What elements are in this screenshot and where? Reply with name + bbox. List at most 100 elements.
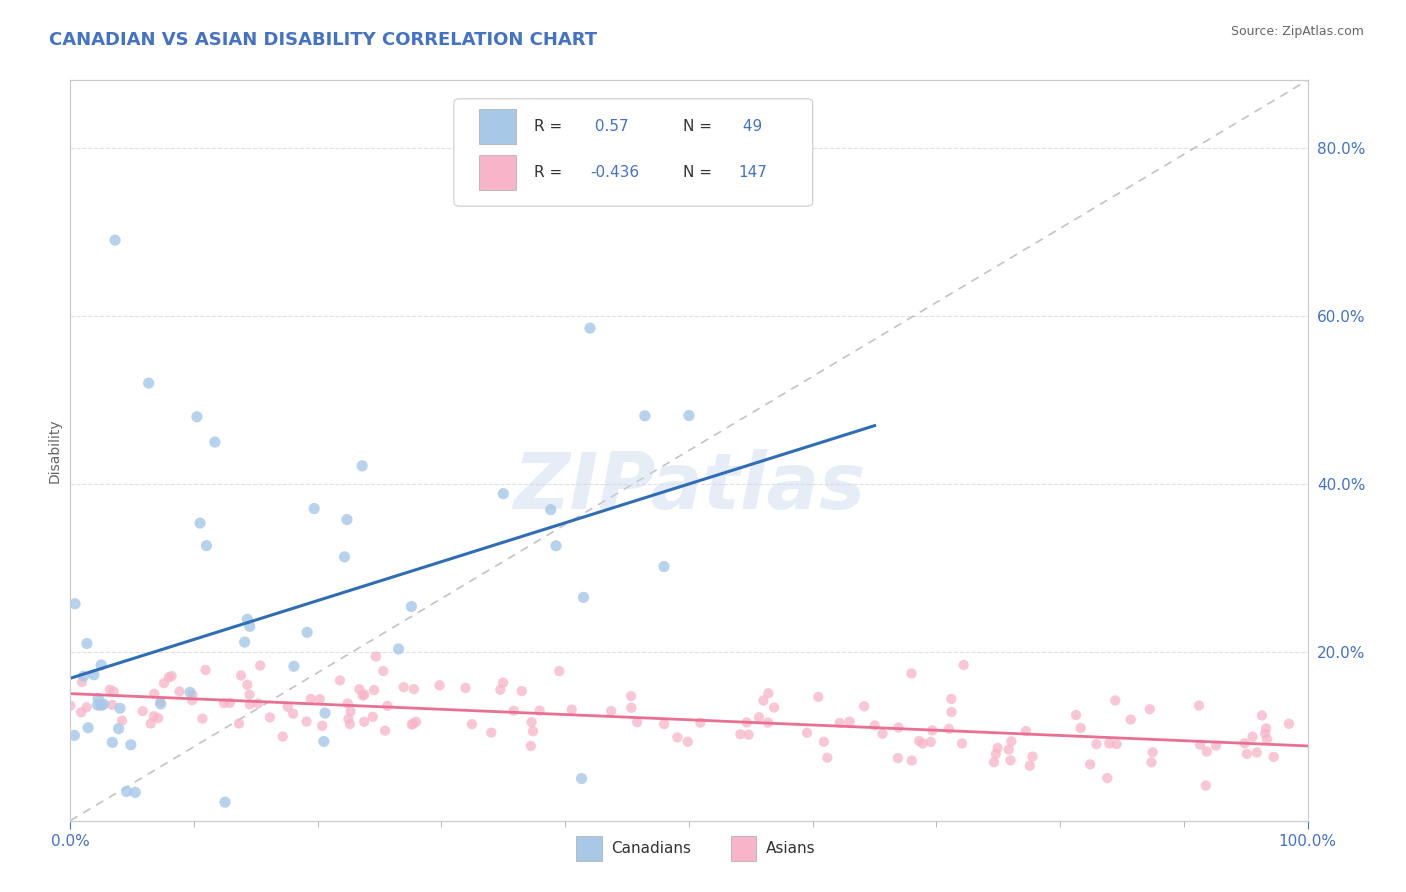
Point [1078,757,1101,772]
Point [153,676,176,690]
Text: 147: 147 [738,165,768,180]
Point [748,710,770,724]
Point [336,697,359,711]
Point [83,667,105,681]
Point [752,693,775,707]
Point [544,539,567,553]
Point [271,730,294,744]
FancyBboxPatch shape [454,99,813,206]
Point [763,700,786,714]
Point [756,715,779,730]
Point [429,678,451,692]
Point [402,716,425,731]
Point [103,684,125,698]
Point [387,642,409,657]
Point [401,599,423,614]
Point [111,714,134,728]
Point [492,675,515,690]
Point [987,740,1010,755]
Point [361,710,384,724]
Point [983,755,1005,769]
Point [131,704,153,718]
FancyBboxPatch shape [478,155,516,191]
Point [735,715,758,730]
Point [405,714,427,729]
Point [295,625,318,640]
Point [115,784,138,798]
Point [312,734,335,748]
Point [76,636,98,650]
Point [1104,693,1126,707]
Point [247,697,270,711]
Point [813,735,835,749]
Point [1256,732,1278,747]
Point [938,722,960,736]
Point [402,682,425,697]
Point [194,663,217,677]
Point [510,684,533,698]
Point [1195,745,1218,759]
Point [186,409,208,424]
Point [179,685,201,699]
Point [1119,713,1142,727]
Point [1278,716,1301,731]
Point [339,705,361,719]
Point [349,682,371,697]
Point [191,712,214,726]
Point [572,591,595,605]
Point [634,409,657,423]
Point [520,715,543,730]
Point [1098,737,1121,751]
Point [204,435,226,450]
Text: CANADIAN VS ASIAN DISABILITY CORRELATION CHART: CANADIAN VS ASIAN DISABILITY CORRELATION… [49,31,598,49]
Point [70,706,93,720]
Point [374,723,396,738]
Point [149,695,172,709]
Point [678,409,700,423]
Point [336,512,359,526]
Point [160,669,183,683]
Point [107,722,129,736]
Point [1142,745,1164,759]
Point [195,539,218,553]
Point [377,698,399,713]
Point [101,698,124,712]
Text: -0.436: -0.436 [591,165,640,180]
Point [952,658,974,673]
Point [188,516,211,530]
Point [1233,736,1256,750]
Point [76,700,98,714]
Point [299,691,322,706]
Point [86,698,108,712]
Text: Asians: Asians [766,841,815,855]
Point [887,721,910,735]
Point [1085,737,1108,751]
Text: R =: R = [534,165,562,180]
Point [984,747,1007,761]
Point [1018,758,1040,772]
Point [900,666,922,681]
Point [815,750,838,764]
Point [364,649,387,664]
Text: Source: ZipAtlas.com: Source: ZipAtlas.com [1230,25,1364,38]
Text: ZIPatlas: ZIPatlas [513,450,865,525]
Point [214,795,236,809]
Point [120,738,142,752]
Text: 0.57: 0.57 [591,120,628,134]
Point [1015,724,1038,739]
Point [104,233,127,247]
Point [295,714,318,729]
Point [249,658,271,673]
Point [353,714,375,729]
Point [492,486,515,500]
Point [1188,698,1211,713]
Point [87,691,110,706]
Point [233,635,256,649]
Point [1251,708,1274,723]
Point [392,680,415,694]
Point [756,686,779,700]
Point [108,701,131,715]
Point [142,709,165,723]
Point [1140,756,1163,770]
Point [337,712,360,726]
